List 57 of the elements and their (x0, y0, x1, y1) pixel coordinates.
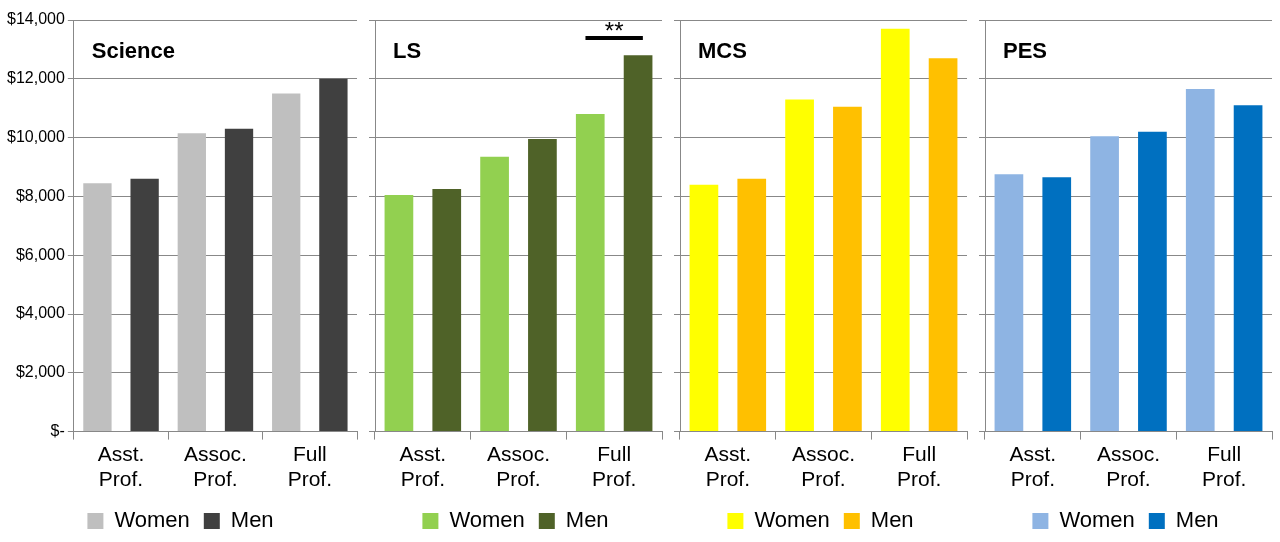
bar (833, 106, 862, 432)
text: Science (91, 38, 176, 64)
bar (1090, 136, 1119, 432)
bar (1185, 89, 1215, 432)
y-tick-label: $8,000 (15, 186, 65, 204)
y-tick-label: $4,000 (15, 304, 65, 322)
bar (432, 189, 462, 432)
legend-label: Men (230, 507, 274, 533)
bar (384, 194, 414, 432)
x-tick-label: Asst. Prof. (704, 442, 752, 491)
text: MCS (698, 38, 747, 64)
x-tick-label: Asst. Prof. (399, 442, 447, 491)
bar (83, 183, 112, 432)
bar (785, 99, 814, 432)
x-tick-label: Asst. Prof. (97, 442, 145, 491)
legend-label: Women (1059, 507, 1135, 533)
text: LS (393, 38, 422, 64)
x-tick-label: Full Prof. (896, 442, 942, 491)
bar (272, 93, 301, 432)
x-tick-label: Full Prof. (287, 442, 332, 491)
bar (528, 139, 557, 432)
y-tick-label: $2,000 (15, 363, 65, 381)
x-tick-label: Asst. Prof. (1009, 442, 1057, 491)
bar (928, 58, 958, 432)
y-tick-label: $6,000 (15, 245, 65, 263)
legend-label: Men (1175, 507, 1219, 533)
bar (575, 114, 605, 432)
bar (480, 156, 509, 432)
legend-label: Women (754, 507, 830, 533)
legend-label: Women (449, 507, 525, 533)
bar (319, 78, 348, 432)
x-tick-label: Full Prof. (1201, 442, 1247, 491)
y-tick-label: $10,000 (6, 128, 65, 146)
bar (130, 178, 159, 432)
bar (1042, 177, 1072, 432)
text: PES (1003, 38, 1048, 64)
x-tick-label: Assoc. Prof. (486, 442, 551, 491)
bar (994, 174, 1024, 432)
legend-label: Men (870, 507, 914, 533)
legend-label: Women (114, 507, 190, 533)
bar (689, 184, 719, 432)
bar (224, 128, 254, 432)
bar (177, 133, 206, 432)
y-tick-label: $12,000 (6, 69, 65, 87)
x-tick-label: Assoc. Prof. (1096, 442, 1161, 491)
bar (737, 178, 767, 432)
bar (623, 55, 653, 432)
legend-label: Men (565, 507, 609, 533)
annotation: ** (604, 16, 624, 44)
bar (1233, 105, 1263, 432)
x-tick-label: Assoc. Prof. (183, 442, 247, 491)
x-tick-label: Full Prof. (591, 442, 637, 491)
y-tick-label: $14,000 (6, 10, 65, 28)
x-tick-label: Assoc. Prof. (791, 442, 856, 491)
bar (880, 28, 910, 432)
y-tick-label: $- (50, 422, 65, 440)
bar (1138, 131, 1167, 432)
